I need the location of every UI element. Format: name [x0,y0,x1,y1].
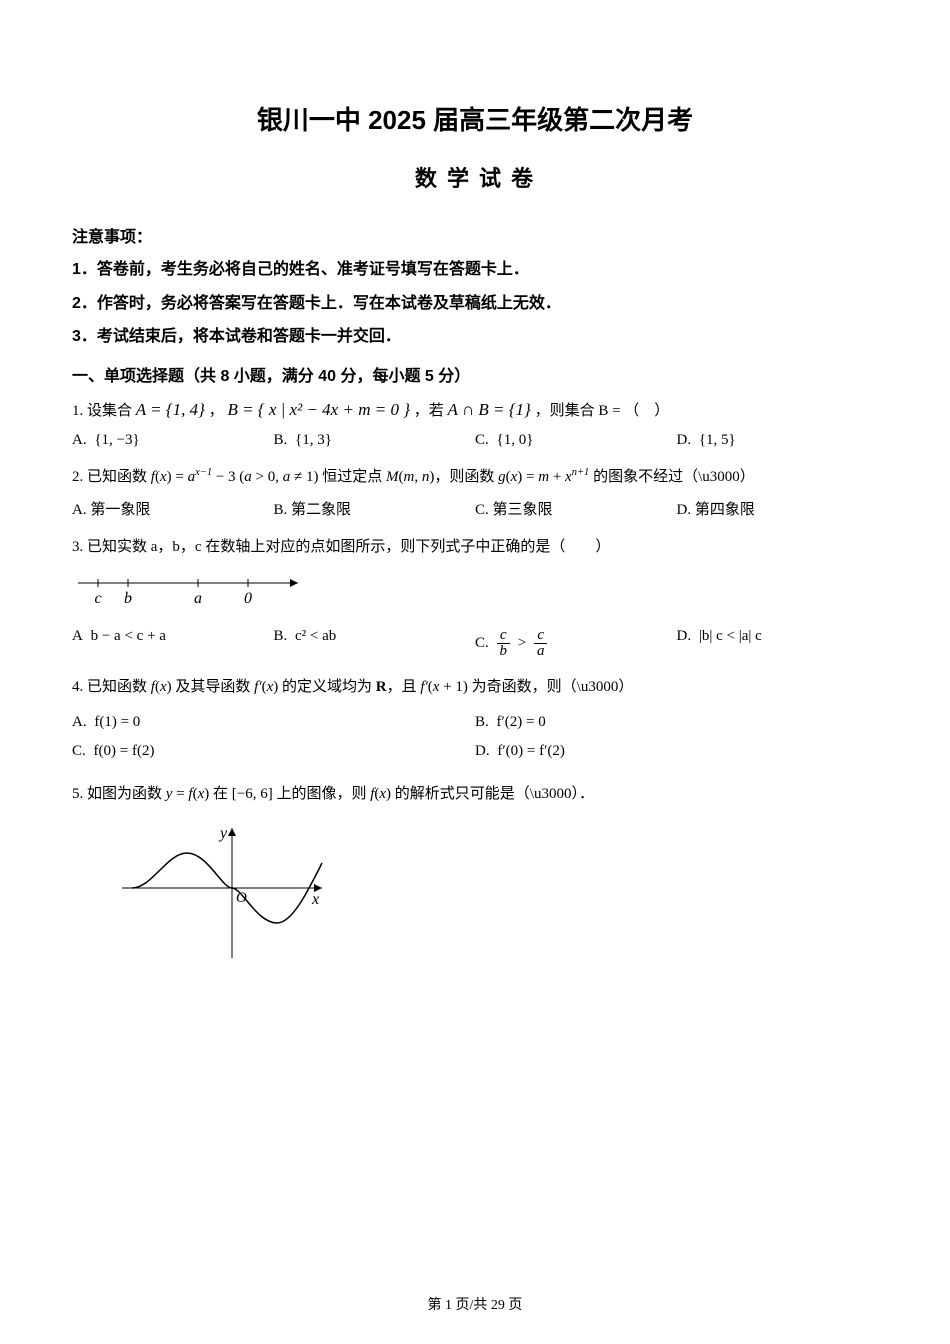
q2-options: A. 第一象限 B. 第二象限 C. 第三象限 D. 第四象限 [72,498,878,519]
q2-opt-A: A. 第一象限 [72,498,274,519]
q1-pre: 1. 设集合 [72,403,136,419]
q3-options: A b − a < c + a B. c² < ab C. cb > ca D.… [72,628,878,659]
q5-graph: y x O [112,818,878,973]
notice-heading: 注意事项： [72,223,878,247]
q1-options: A. {1, −3} B. {1, 3} C. {1, 0} D. {1, 5} [72,432,878,449]
q1-set-A: A = {1, 4} [136,400,205,419]
section-1-heading: 一、单项选择题（共 8 小题，满分 40 分，每小题 5 分） [72,362,878,386]
svg-text:b: b [124,590,132,607]
q1-set-B: B = { x | x² − 4x + m = 0 } [227,400,410,419]
q4-opt-B: B. f′(2) = 0 [475,714,878,731]
axis-x-label: x [311,891,319,908]
q3-opt-A: A b − a < c + a [72,628,274,659]
q2-opt-D: D. 第四象限 [677,498,879,519]
q4-options: A. f(1) = 0 B. f′(2) = 0 C. f(0) = f(2) … [72,708,878,766]
q1-cond: A ∩ B = {1} [448,400,531,419]
exam-title: 银川一中 2025 届高三年级第二次月考 [72,100,878,137]
q2-opt-B: B. 第二象限 [274,498,476,519]
question-4: 4. 已知函数 f(x) 及其导函数 f′(x) 的定义域均为 R，且 f′(x… [72,673,878,702]
q3-opt-D: D. |b| c < |a| c [677,628,879,659]
axis-y-label: y [218,825,228,842]
q4-opt-C: C. f(0) = f(2) [72,743,475,760]
svg-text:a: a [194,590,202,607]
question-2: 2. 已知函数 f(x) = ax−1 − 3 (a > 0, a ≠ 1) 恒… [72,463,878,492]
page-footer: 第 1 页/共 29 页 [0,1294,950,1314]
q1-opt-B: B. {1, 3} [274,432,476,449]
q3-opt-C: C. cb > ca [475,628,677,659]
notice-line-2: 2．作答时，务必将答案写在答题卡上．写在本试卷及草稿纸上无效． [72,291,878,317]
svg-text:0: 0 [244,590,252,607]
q1-opt-C: C. {1, 0} [475,432,677,449]
svg-text:c: c [94,590,101,607]
question-3: 3. 已知实数 a，b，c 在数轴上对应的点如图所示，则下列式子中正确的是（ ） [72,533,878,562]
exam-subtitle: 数 学 试 卷 [72,161,878,193]
q1-opt-D: D. {1, 5} [677,432,879,449]
question-5: 5. 如图为函数 y = f(x) 在 [−6, 6] 上的图像，则 f(x) … [72,780,878,809]
q2-opt-C: C. 第三象限 [475,498,677,519]
q4-opt-A: A. f(1) = 0 [72,714,475,731]
q3-opt-B: B. c² < ab [274,628,476,659]
q1-tail: ，则集合 B = （ ） [535,403,670,419]
notice-line-1: 1．答卷前，考生务必将自己的姓名、准考证号填写在答题卡上． [72,257,878,283]
q3-numberline: c b a 0 [78,569,878,614]
notice-line-3: 3．考试结束后，将本试卷和答题卡一并交回． [72,324,878,350]
q1-opt-A: A. {1, −3} [72,432,274,449]
q1-comma1: ， [209,403,224,419]
q1-comma2: ，若 [414,403,448,419]
question-1: 1. 设集合 A = {1, 4} ， B = { x | x² − 4x + … [72,394,878,426]
q2-stem: 2. 已知函数 f(x) = ax−1 − 3 (a > 0, a ≠ 1) 恒… [72,469,755,485]
q4-opt-D: D. f′(0) = f′(2) [475,743,878,760]
origin-label: O [236,890,247,906]
